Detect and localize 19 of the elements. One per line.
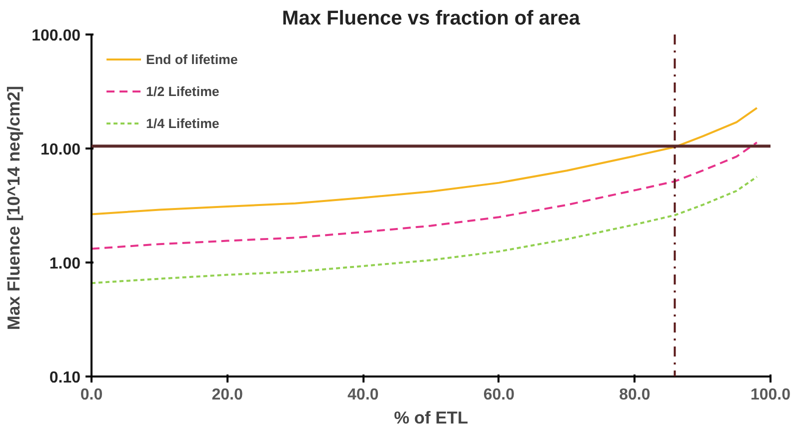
line-series	[92, 106, 758, 216]
x-tick-label: 0.0	[80, 386, 103, 404]
y-tick-label: 1.00	[49, 256, 81, 272]
line-series	[92, 176, 758, 284]
legend-label: 1/4 Lifetime	[146, 116, 220, 130]
x-tick-label: 80.0	[619, 386, 650, 404]
x-tick-label: 20.0	[212, 386, 243, 404]
legend-label: 1/2 Lifetime	[146, 84, 220, 98]
legend-label: End of lifetime	[146, 52, 238, 66]
x-tick-label: 100.0	[750, 386, 791, 404]
y-tick-label: 0.10	[49, 370, 81, 386]
y-tick-label: 100.00	[32, 28, 81, 44]
chart-title: Max Fluence vs fraction of area	[282, 8, 581, 30]
x-axis-title: % of ETL	[394, 408, 468, 428]
x-tick-label: 60.0	[483, 386, 515, 404]
x-tick-label: 40.0	[348, 386, 379, 404]
y-tick-label: 10.00	[40, 142, 81, 158]
line-series	[92, 141, 758, 250]
y-axis-title: Max Fluence [10^14 neq/cm2]	[4, 86, 24, 330]
